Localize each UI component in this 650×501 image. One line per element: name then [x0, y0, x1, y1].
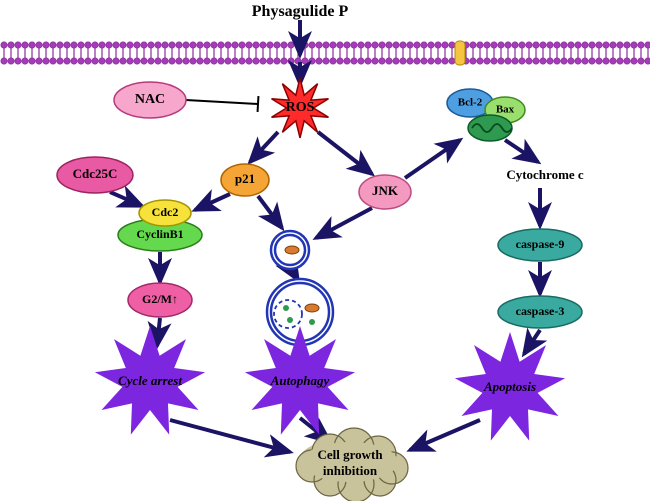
arrow	[250, 132, 278, 162]
svg-text:G2/M↑: G2/M↑	[142, 292, 178, 306]
inhibit-arrow	[186, 96, 258, 112]
arrow	[157, 318, 160, 346]
svg-text:p21: p21	[235, 171, 255, 186]
svg-text:Cycle arrest: Cycle arrest	[118, 373, 182, 388]
svg-text:Autophagy: Autophagy	[270, 373, 330, 388]
svg-text:JNK: JNK	[372, 183, 399, 198]
svg-text:Bax: Bax	[496, 104, 515, 116]
arrow	[110, 192, 142, 206]
svg-text:NAC: NAC	[135, 92, 165, 107]
mitochondrion-icon	[468, 115, 512, 141]
arrow	[258, 196, 282, 228]
svg-text:Bcl-2: Bcl-2	[458, 97, 483, 109]
autophagosome-small	[271, 231, 309, 269]
arrow	[195, 194, 230, 210]
diagram-canvas: ROS NAC Cdc25C p21 JNK G2/M↑ caspase-9 caspase-…	[0, 0, 650, 501]
svg-text:caspase-3: caspase-3	[516, 304, 565, 318]
svg-text:caspase-9: caspase-9	[516, 237, 565, 251]
svg-text:inhibition: inhibition	[323, 463, 378, 478]
membrane	[1, 41, 650, 65]
svg-text:Cdc2: Cdc2	[152, 205, 179, 219]
arrow	[405, 140, 460, 178]
svg-text:CyclinB1: CyclinB1	[136, 227, 183, 241]
arrow	[505, 140, 538, 162]
arrow	[170, 420, 290, 452]
svg-text:Cell growth: Cell growth	[317, 447, 383, 462]
svg-text:ROS: ROS	[286, 100, 315, 115]
arrow	[318, 132, 372, 174]
svg-text:Cdc25C: Cdc25C	[73, 166, 118, 181]
arrow	[316, 208, 372, 238]
svg-text:Apoptosis: Apoptosis	[483, 379, 536, 394]
arrow	[410, 420, 480, 450]
